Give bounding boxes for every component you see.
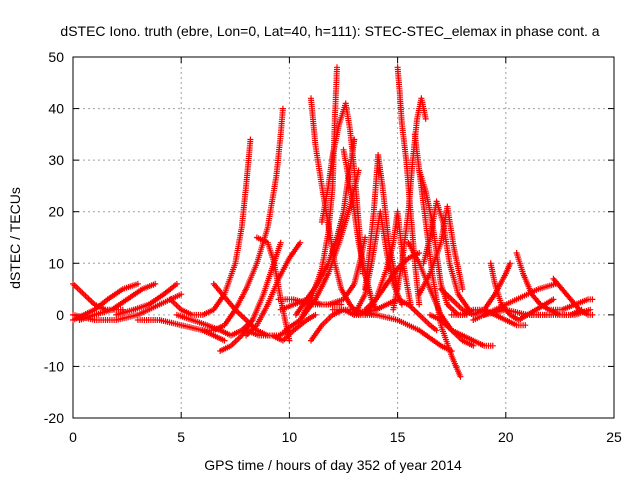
axis-ticks: 0 5 10 15 20 25 -20 -10 0 10 20 30 40 50 bbox=[44, 49, 622, 445]
series-marks bbox=[199, 105, 286, 334]
y-tick-label: 0 bbox=[56, 307, 64, 323]
series-45 bbox=[481, 306, 553, 318]
series-marks bbox=[416, 203, 466, 298]
x-axis-label: GPS time / hours of day 352 of year 2014 bbox=[204, 457, 462, 473]
y-tick-label: 30 bbox=[48, 152, 64, 168]
y-axis-label: dSTEC / TECUs bbox=[7, 187, 23, 289]
series-marks bbox=[470, 280, 559, 323]
y-tick-label: 10 bbox=[48, 255, 64, 271]
plot-frame bbox=[72, 56, 615, 419]
series-marks bbox=[167, 136, 254, 318]
series-5 bbox=[167, 136, 254, 318]
series-marks bbox=[113, 280, 180, 318]
y-tick-label: -20 bbox=[44, 410, 64, 426]
series-marks bbox=[481, 306, 553, 318]
x-tick-label: 15 bbox=[390, 429, 406, 445]
series-36 bbox=[416, 203, 466, 298]
series-33 bbox=[420, 198, 472, 313]
series-marks bbox=[427, 311, 496, 349]
series-7 bbox=[134, 317, 228, 344]
series-marks bbox=[318, 100, 366, 277]
x-tick-label: 5 bbox=[177, 429, 185, 445]
series-marks bbox=[546, 296, 596, 313]
y-tick-label: 20 bbox=[48, 204, 64, 220]
series-30 bbox=[390, 95, 429, 313]
y-tick-label: 50 bbox=[48, 49, 64, 65]
series-marks bbox=[329, 306, 455, 354]
series-28 bbox=[329, 306, 455, 354]
x-tick-label: 20 bbox=[498, 429, 514, 445]
series-marks bbox=[362, 152, 401, 293]
x-tick-label: 10 bbox=[282, 429, 298, 445]
series-marks bbox=[420, 198, 472, 313]
series-20 bbox=[318, 100, 366, 277]
series-35 bbox=[427, 311, 496, 349]
series-marks bbox=[390, 95, 429, 313]
series-44 bbox=[546, 296, 596, 313]
chart-title: dSTEC Iono. truth (ebre, Lon=0, Lat=40, … bbox=[60, 23, 599, 39]
series-13 bbox=[243, 311, 319, 344]
series-marks bbox=[448, 306, 529, 329]
x-tick-label: 25 bbox=[606, 429, 622, 445]
series-8 bbox=[199, 105, 286, 334]
data-series bbox=[70, 64, 596, 380]
series-24 bbox=[362, 152, 401, 293]
series-marks bbox=[134, 317, 228, 344]
series-38 bbox=[448, 306, 529, 329]
series-marks bbox=[243, 311, 319, 344]
y-tick-label: 40 bbox=[48, 101, 64, 117]
series-41 bbox=[470, 280, 559, 323]
x-tick-label: 0 bbox=[69, 429, 77, 445]
y-tick-label: -10 bbox=[44, 358, 64, 374]
series-3 bbox=[113, 280, 180, 318]
